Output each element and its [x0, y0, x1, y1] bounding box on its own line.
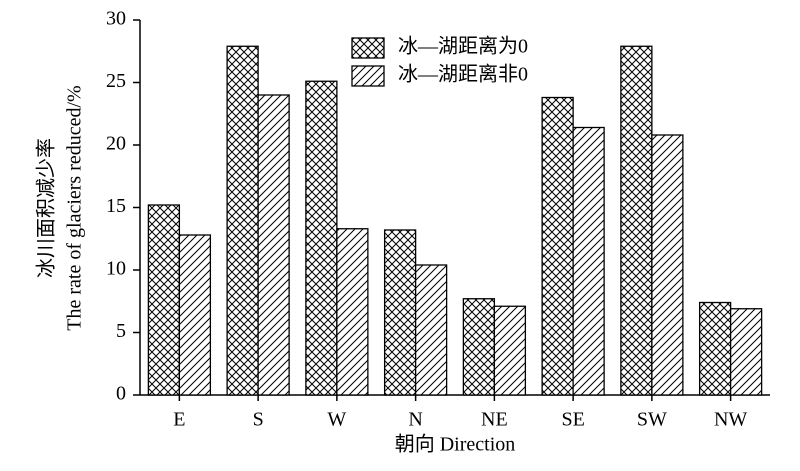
bar — [729, 308, 763, 396]
bar — [305, 80, 338, 396]
bar — [147, 204, 181, 396]
y-tick-label: 30 — [106, 8, 126, 30]
legend-label: 冰—湖距离为0 — [398, 35, 528, 58]
bar — [257, 94, 290, 396]
bar — [336, 228, 369, 396]
y-axis-label: The rate of glaciers reduced/% — [64, 85, 86, 330]
bar — [414, 264, 448, 396]
y-tick-label: 15 — [106, 195, 126, 217]
bar — [572, 126, 605, 396]
bar — [493, 305, 527, 396]
x-axis-label: 朝向 Direction — [395, 433, 516, 456]
x-tick-label: W — [327, 409, 346, 431]
x-tick-label: NE — [481, 409, 508, 431]
bar — [698, 301, 732, 396]
y-tick-label: 0 — [116, 383, 126, 405]
bar — [620, 45, 653, 396]
y-tick-label: 25 — [106, 70, 126, 92]
x-tick-label: E — [173, 409, 185, 431]
x-tick-label: SW — [637, 409, 667, 431]
bar — [383, 229, 417, 396]
y-tick-label: 5 — [116, 320, 126, 342]
bar — [651, 134, 684, 396]
bar — [226, 45, 259, 396]
bar — [541, 96, 574, 396]
y-axis-label: 冰川面积减少率 — [35, 138, 58, 278]
x-tick-label: SE — [561, 409, 584, 431]
legend-label: 冰—湖距离非0 — [398, 63, 528, 86]
x-tick-label: S — [253, 409, 264, 431]
x-tick-label: NW — [714, 409, 747, 431]
legend-swatch — [351, 65, 385, 87]
x-tick-label: N — [408, 409, 422, 431]
y-tick-label: 20 — [106, 133, 126, 155]
y-tick-label: 10 — [106, 258, 126, 280]
bar — [462, 298, 496, 396]
bar — [178, 234, 212, 396]
legend-swatch — [351, 37, 385, 59]
